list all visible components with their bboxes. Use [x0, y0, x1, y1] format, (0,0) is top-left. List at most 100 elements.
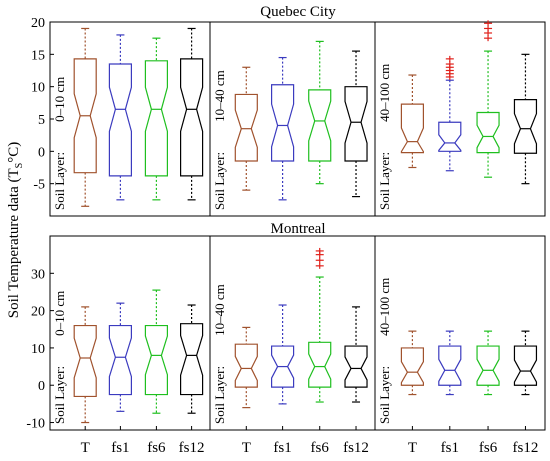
box-body — [344, 345, 368, 388]
panel-frame — [374, 235, 546, 431]
box-body — [108, 63, 132, 177]
box-T — [400, 74, 424, 169]
soil-layer-value: 10–40 cm — [212, 284, 227, 336]
box-body — [400, 347, 424, 386]
box-fs6: fs6 — [144, 289, 168, 456]
y-tick-label: 30 — [31, 267, 45, 282]
y-tick-label: 20 — [31, 305, 45, 320]
soil-layer-prefix: Soil Layer: — [212, 366, 227, 424]
box-fs1 — [438, 55, 462, 172]
box-T: T — [234, 326, 258, 456]
box-T — [73, 27, 97, 207]
box-fs12 — [513, 53, 538, 185]
box-fs1: fs1 — [438, 330, 462, 456]
y-tick-label: 20 — [31, 16, 45, 31]
y-tick-label: -10 — [26, 417, 45, 432]
panel-frame — [374, 21, 546, 217]
panels: -5 0 5 10 15 20 Soil Layer: 0–10 cm Quebec City S… — [26, 4, 546, 456]
box-fs1: fs1 — [108, 302, 132, 456]
box-fs6: fs6 — [308, 247, 332, 456]
panel-frame — [209, 235, 376, 431]
box-fs1 — [108, 34, 132, 201]
box-fs6: fs6 — [476, 330, 500, 456]
box-fs12 — [180, 27, 204, 201]
soil-layer-prefix: Soil Layer: — [212, 152, 227, 210]
box-fs1: fs1 — [271, 304, 295, 456]
y-tick-label: 10 — [31, 342, 45, 357]
soil-layer-annotation: Soil Layer: 40–100 cm — [377, 278, 392, 424]
soil-layer-value: 0–10 cm — [52, 77, 67, 122]
box-body — [234, 93, 258, 162]
x-tick-label: fs12 — [343, 440, 369, 456]
y-axis-label-main: Soil Temperature data (T — [6, 168, 22, 318]
box-fs12: fs12 — [343, 306, 369, 456]
panel-quebec-city-1: -5 0 5 10 15 20 Soil Layer: 0–10 cm — [31, 16, 211, 217]
soil-layer-value: 40–100 cm — [377, 64, 392, 122]
box-body — [271, 84, 295, 162]
box-body — [513, 345, 538, 386]
x-tick-label: fs6 — [147, 440, 166, 456]
box-body — [438, 121, 462, 152]
box-body — [73, 324, 97, 398]
panel-montreal-1: -10 0 10 20 30 Soil Layer: 0–10 cm T fs1 fs6 fs12 — [26, 235, 211, 456]
box-fs6 — [476, 20, 500, 178]
soil-layer-annotation: Soil Layer: 0–10 cm — [52, 77, 67, 210]
soil-layer-prefix: Soil Layer: — [52, 366, 67, 424]
x-tick-label: fs6 — [311, 440, 330, 456]
panel-frame — [49, 21, 211, 217]
box-body — [438, 345, 462, 386]
soil-layer-annotation: Soil Layer: 10–40 cm — [212, 284, 227, 424]
box-body — [308, 341, 332, 388]
y-tick-label: 0 — [38, 145, 45, 160]
y-tick-label: -5 — [33, 178, 45, 193]
soil-layer-annotation: Soil Layer: 10–40 cm — [212, 70, 227, 210]
soil-layer-value: 10–40 cm — [212, 70, 227, 122]
box-fs12 — [344, 50, 368, 198]
box-body — [180, 58, 204, 177]
box-fs12: fs12 — [179, 304, 205, 456]
x-tick-label: fs1 — [273, 440, 291, 456]
x-tick-label: T — [242, 440, 251, 456]
y-axis-label: Soil Temperature data (TS°C) — [6, 142, 25, 318]
box-T: T — [73, 306, 97, 456]
box-fs6 — [144, 37, 168, 201]
soil-layer-annotation: Soil Layer: 40–100 cm — [377, 64, 392, 210]
soil-layer-prefix: Soil Layer: — [52, 152, 67, 210]
box-body — [73, 58, 97, 174]
box-fs1 — [271, 56, 295, 201]
box-body — [400, 103, 424, 154]
box-body — [344, 86, 368, 162]
box-body — [476, 345, 500, 386]
box-T: T — [400, 330, 424, 456]
y-tick-label: 0 — [38, 379, 45, 394]
box-body — [308, 89, 332, 162]
soil-layer-prefix: Soil Layer: — [377, 152, 392, 210]
box-fs12: fs12 — [513, 330, 538, 456]
row-title: Montreal — [271, 221, 326, 237]
soil-layer-prefix: Soil Layer: — [377, 366, 392, 424]
y-tick-label: 15 — [31, 48, 45, 63]
soil-layer-annotation: Soil Layer: 0–10 cm — [52, 291, 67, 424]
soil-layer-value: 0–10 cm — [52, 291, 67, 336]
y-tick-label: 10 — [31, 81, 45, 96]
box-body — [144, 60, 168, 177]
box-T — [234, 66, 258, 191]
box-body — [476, 111, 500, 154]
panel-montreal-2: Montreal Soil Layer: 10–40 cm T fs1 fs6 fs12 — [209, 221, 376, 456]
box-fs6 — [308, 40, 332, 185]
x-tick-label: fs6 — [479, 440, 498, 456]
box-body — [108, 324, 132, 396]
row-title: Quebec City — [260, 4, 336, 20]
panel-quebec-city-3: Soil Layer: 40–100 cm — [374, 20, 546, 217]
y-tick-label: 5 — [38, 113, 45, 128]
box-body — [144, 324, 168, 396]
box-body — [234, 343, 258, 388]
box-body — [271, 345, 295, 388]
y-axis-label-unit: °C) — [6, 142, 22, 163]
x-tick-label: fs1 — [111, 440, 129, 456]
x-tick-label: T — [408, 440, 417, 456]
box-body — [180, 323, 204, 396]
panel-montreal-3: Soil Layer: 40–100 cm T fs1 fs6 fs12 — [374, 235, 546, 456]
panel-quebec-city-2: Quebec City Soil Layer: 10–40 cm — [209, 4, 376, 217]
